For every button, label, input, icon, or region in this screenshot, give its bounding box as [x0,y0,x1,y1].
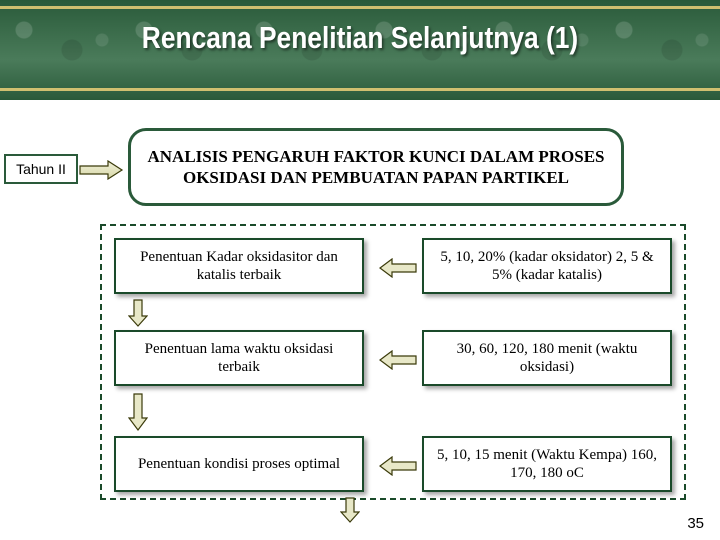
step-text: Penentuan kondisi proses optimal [138,455,340,473]
step-box-left: Penentuan Kadar oksidasitor dan katalis … [114,238,364,294]
tahun-box: Tahun II [4,154,78,184]
flow-row: Penentuan kondisi proses optimal 5, 10, … [100,436,686,492]
flow-row: Penentuan Kadar oksidasitor dan katalis … [100,238,686,294]
arrow-down-icon [128,392,148,432]
arrow-down-icon [340,496,360,524]
arrow-left-icon [378,456,418,476]
step-text: 5, 10, 15 menit (Waktu Kempa) 160, 170, … [430,446,664,482]
step-box-left: Penentuan kondisi proses optimal [114,436,364,492]
arrow-down-icon [128,298,148,328]
main-analysis-text: ANALISIS PENGARUH FAKTOR KUNCI DALAM PRO… [147,146,605,189]
main-analysis-box: ANALISIS PENGARUH FAKTOR KUNCI DALAM PRO… [128,128,624,206]
arrow-left-icon [378,350,418,370]
step-box-right: 5, 10, 20% (kadar oksidator) 2, 5 & 5% (… [422,238,672,294]
page-number: 35 [687,515,704,532]
arrow-left-icon [378,258,418,278]
step-text: 30, 60, 120, 180 menit (waktu oksidasi) [430,340,664,376]
step-text: 5, 10, 20% (kadar oksidator) 2, 5 & 5% (… [430,248,664,284]
tahun-label: Tahun II [16,161,66,177]
step-text: Penentuan Kadar oksidasitor dan katalis … [122,248,356,284]
step-box-left: Penentuan lama waktu oksidasi terbaik [114,330,364,386]
step-box-right: 30, 60, 120, 180 menit (waktu oksidasi) [422,330,672,386]
flow-row: Penentuan lama waktu oksidasi terbaik 30… [100,330,686,386]
step-text: Penentuan lama waktu oksidasi terbaik [122,340,356,376]
slide-title: Rencana Penelitian Selanjutnya (1) [54,20,666,56]
step-box-right: 5, 10, 15 menit (Waktu Kempa) 160, 170, … [422,436,672,492]
tahun-arrow-icon [78,160,124,180]
